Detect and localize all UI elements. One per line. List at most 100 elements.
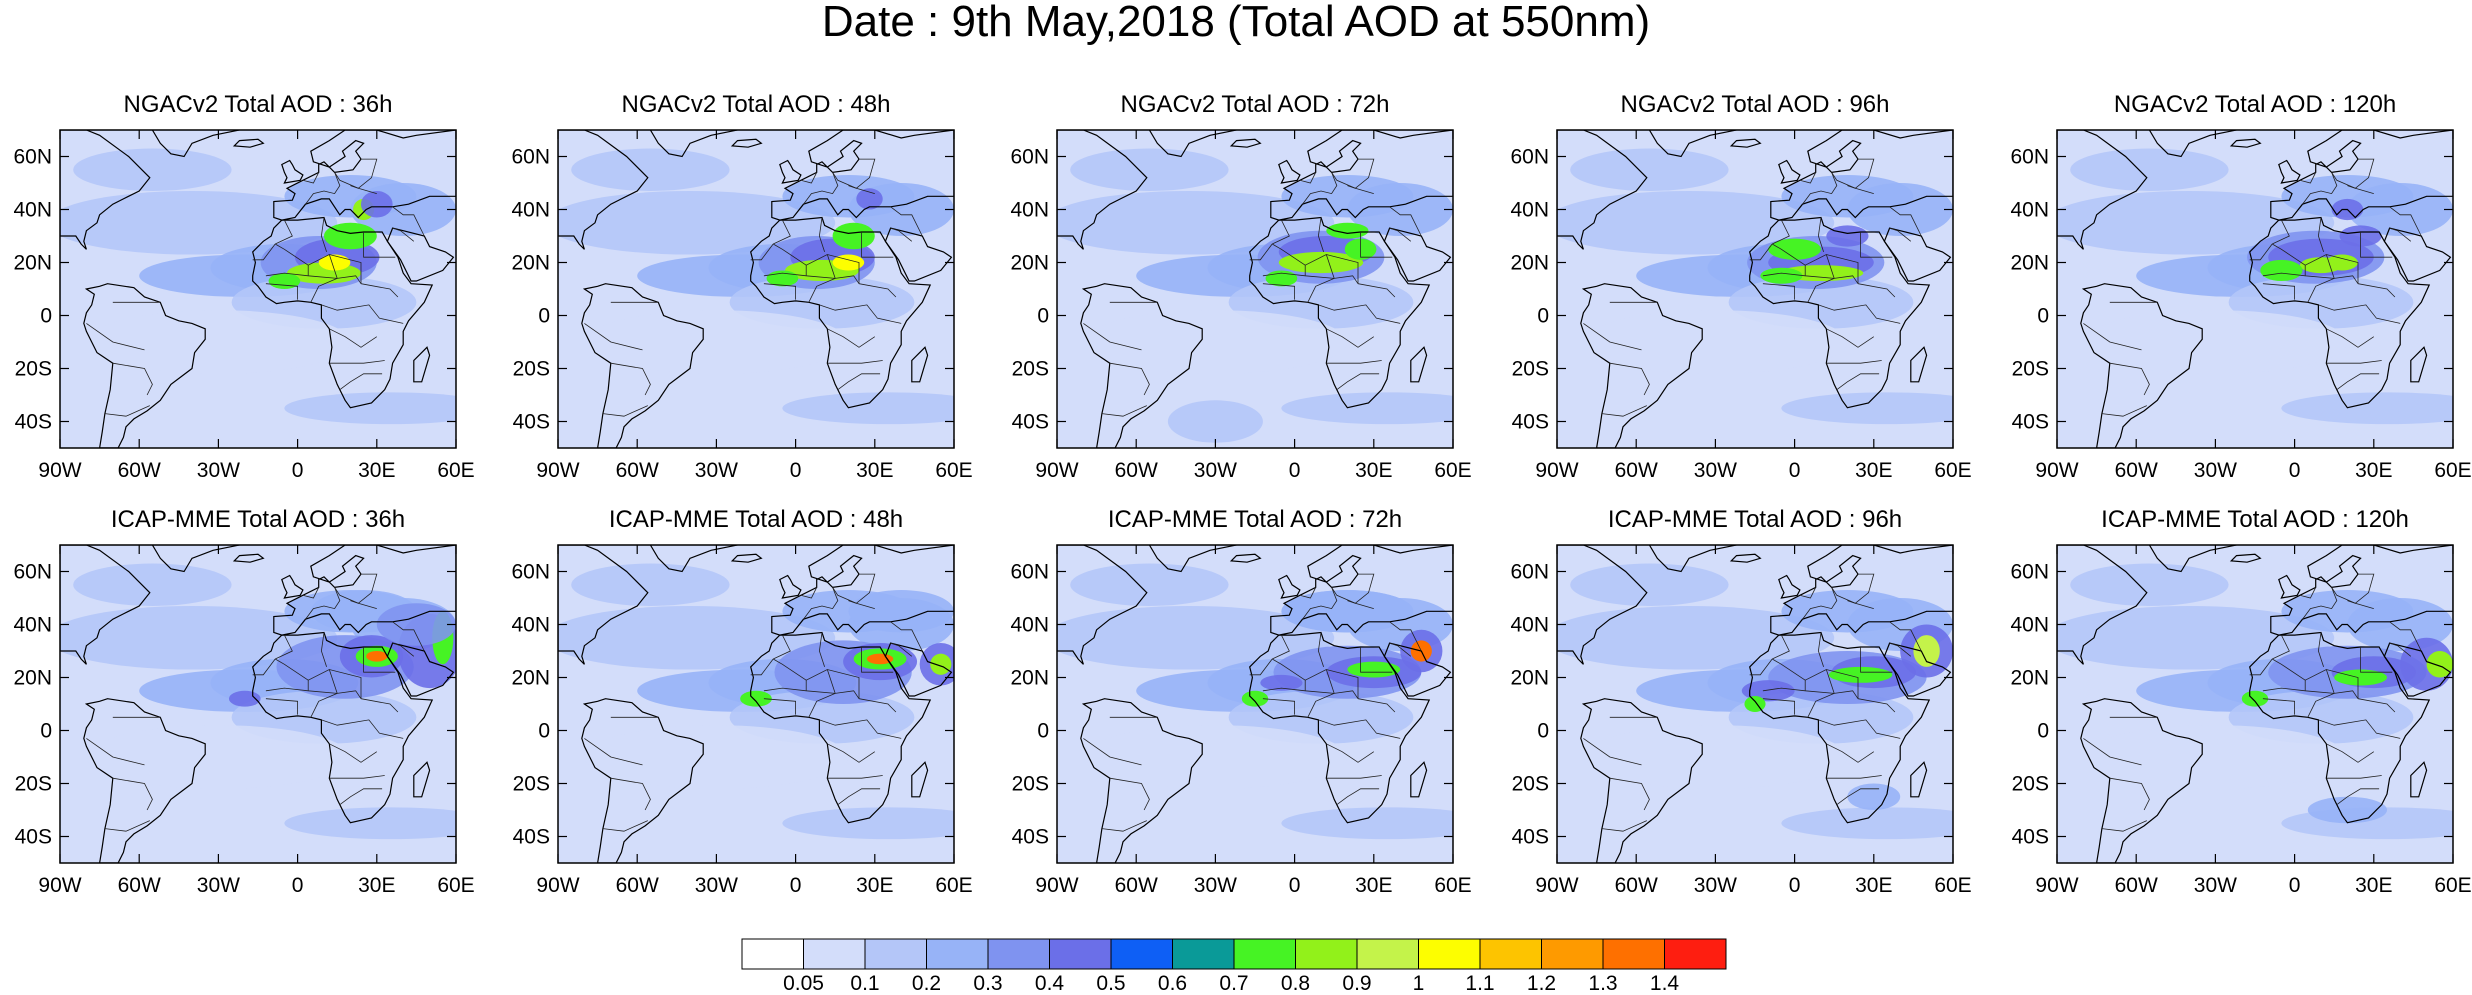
aod-shading-region: [2070, 148, 2229, 191]
lat-tick-label: 0: [2037, 720, 2049, 743]
country-border: [1325, 669, 1335, 694]
coastline-greenland: [2147, 545, 2238, 573]
country-border: [861, 647, 894, 673]
lat-tick-label: 40S: [1012, 411, 1049, 434]
lat-tick-label: 0: [40, 720, 52, 743]
country-border: [2101, 820, 2147, 832]
lat-tick-label: 0: [40, 305, 52, 328]
colorbar-swatch: [926, 938, 989, 970]
country-border: [86, 323, 145, 351]
aod-shading-region: [1070, 148, 1229, 191]
aod-shading-region: [866, 653, 894, 665]
aod-shading-region: [584, 725, 849, 789]
country-border: [1302, 172, 1338, 205]
lat-tick-label: 60N: [13, 561, 52, 584]
country-border: [1749, 658, 1773, 676]
country-border: [1326, 775, 1382, 779]
country-border: [2357, 283, 2396, 298]
colorbar-level-label: 0.8: [1281, 972, 1310, 993]
lon-tick-label: 60E: [437, 874, 474, 897]
country-border: [1772, 243, 1859, 284]
country-border: [112, 777, 153, 811]
country-border: [890, 206, 923, 237]
lon-tick-label: 0: [292, 874, 304, 897]
coastline-iceland: [1229, 553, 1262, 563]
lon-tick-label: 90W: [38, 459, 81, 482]
lat-tick-label: 0: [538, 305, 550, 328]
country-border: [1272, 658, 1359, 699]
lon-tick-label: 30W: [1694, 459, 1737, 482]
lat-tick-label: 60N: [511, 146, 550, 169]
aod-shading-region: [2070, 563, 2229, 606]
country-border: [2307, 693, 2335, 718]
country-border: [2317, 217, 2324, 253]
country-border: [763, 283, 797, 300]
lon-tick-label: 30E: [856, 874, 893, 897]
lon-tick-label: 60W: [616, 874, 659, 897]
coastline-europe: [1270, 130, 1453, 221]
coastline-south-america: [1580, 283, 1703, 448]
country-border: [750, 658, 774, 676]
lon-tick-label: 60W: [118, 459, 161, 482]
coastline-iceland: [1729, 553, 1762, 563]
coastline-madagascar: [1910, 346, 1928, 383]
map-frame: [1056, 129, 1454, 449]
map-panel: 60N 40N 20N 0 20S 40S 90W 60W 30W 0 30E 60E: [2010, 544, 2472, 897]
country-border: [2101, 405, 2147, 417]
country-border: [2331, 587, 2374, 609]
country-border: [1360, 232, 1393, 258]
colorbar-level-label: 0.9: [1342, 972, 1371, 993]
coastline-madagascar: [911, 761, 929, 798]
lat-tick-label: 40S: [513, 411, 550, 434]
coastline-madagascar: [2410, 346, 2428, 383]
country-border: [773, 243, 860, 284]
aod-shading-region: [1347, 661, 1401, 678]
country-border: [2299, 172, 2317, 184]
coastline-europe: [1770, 130, 1953, 221]
colorbar-level-label: 0.2: [912, 972, 941, 993]
country-border: [1860, 232, 1893, 258]
aod-shading-region: [1281, 807, 1453, 840]
panel-title: ICAP-MME Total AOD : 72h: [1107, 506, 1403, 533]
coastline-europe: [1270, 545, 1453, 636]
country-border: [1307, 693, 1335, 718]
country-border: [1326, 743, 1375, 763]
country-border: [1326, 360, 1382, 364]
coastline-iceland: [1229, 138, 1262, 148]
country-border: [2389, 227, 2412, 242]
country-border: [1609, 362, 1650, 396]
map-panel: 60N 40N 20N 0 20S 40S 90W 60W 30W 0 30E 60E: [13, 129, 475, 482]
coastline-madagascar: [2410, 761, 2428, 798]
country-border: [773, 658, 860, 699]
country-border: [265, 283, 299, 300]
lon-tick-label: 30E: [1855, 459, 1892, 482]
lat-tick-label: 40N: [2010, 199, 2049, 222]
lat-tick-label: 20S: [1512, 773, 1549, 796]
colorbar-swatch: [1356, 938, 1419, 970]
coastline-iceland: [1729, 138, 1762, 148]
country-border: [2360, 232, 2393, 258]
country-border: [1272, 243, 1359, 284]
lat-tick-label: 20S: [513, 358, 550, 381]
country-border: [1817, 632, 1824, 668]
lat-tick-label: 40S: [1512, 411, 1549, 434]
aod-shading-region: [1913, 635, 1940, 667]
lat-tick-label: 60N: [511, 561, 550, 584]
colorbar-level-label: 0.1: [850, 972, 879, 993]
country-border: [1325, 254, 1335, 279]
country-border: [1802, 587, 1838, 620]
country-border: [2326, 360, 2382, 364]
coastline-europe: [771, 130, 954, 221]
country-border: [1889, 642, 1912, 657]
country-border: [1336, 373, 1380, 391]
coastline-britain: [281, 159, 304, 184]
country-border: [2299, 587, 2317, 599]
aod-shading-region: [86, 310, 351, 374]
aod-shading-region: [1847, 783, 1901, 810]
country-border: [2083, 323, 2142, 351]
country-border: [328, 669, 338, 694]
country-border: [2318, 719, 2401, 739]
aod-shading-region: [1570, 148, 1729, 191]
aod-shading-region: [366, 651, 388, 662]
country-border: [858, 283, 897, 298]
